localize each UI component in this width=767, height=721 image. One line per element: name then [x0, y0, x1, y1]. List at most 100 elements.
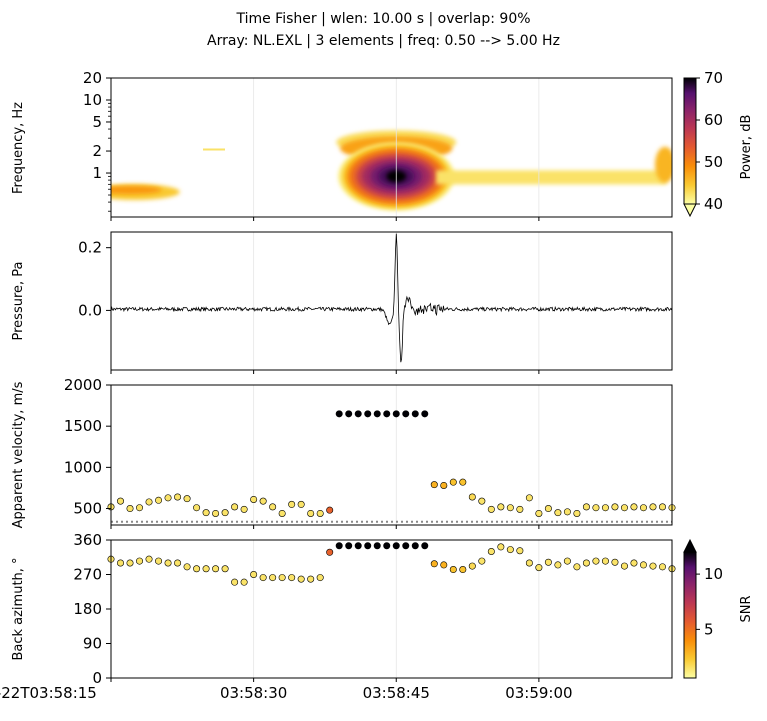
velocity-point	[592, 504, 600, 512]
colorbar-tick-label: 60	[704, 111, 723, 129]
azimuth-point	[364, 542, 372, 550]
x-tick-label: 2020-09-22T03:58:15	[0, 684, 97, 702]
azimuth-point	[478, 557, 486, 565]
velocity-frame	[110, 384, 673, 526]
azimuth-point	[573, 563, 581, 571]
velocity-point	[326, 506, 334, 514]
velocity-point	[155, 496, 163, 504]
azimuth-point	[145, 555, 153, 563]
azimuth-point	[240, 578, 248, 586]
snr-colorbar-bar	[683, 551, 697, 679]
velocity-point	[497, 503, 505, 511]
spectrogram-blob	[655, 146, 672, 183]
azimuth-point	[259, 574, 267, 582]
azimuth-point	[193, 565, 201, 573]
azimuth-point	[506, 546, 514, 554]
azimuth-point	[525, 559, 533, 567]
azimuth-point	[639, 561, 647, 569]
azimuth-point	[554, 561, 562, 569]
colorbar-tick-label: 10	[704, 565, 723, 583]
velocity-point	[630, 503, 638, 511]
azimuth-point	[392, 542, 400, 550]
spectrogram-blob	[111, 185, 162, 194]
azimuth-point	[297, 575, 305, 583]
azimuth-point	[430, 560, 438, 568]
velocity-point	[506, 504, 514, 512]
azimuth-point	[117, 559, 125, 567]
velocity-point	[525, 494, 533, 502]
azimuth-point	[516, 547, 524, 555]
waveform-yticks: 0.0 0.2	[78, 239, 111, 319]
azimuth-points	[107, 542, 676, 586]
y-tick-label: 2	[92, 142, 102, 160]
velocity-point	[345, 410, 353, 418]
velocity-point	[421, 410, 429, 418]
velocity-point	[459, 478, 467, 486]
azimuth-point	[345, 542, 353, 550]
azimuth-point	[620, 562, 628, 570]
azimuth-point	[411, 542, 419, 550]
velocity-point	[354, 410, 362, 418]
velocity-point	[231, 503, 239, 511]
power-colorbar-ticks: 40 50 60 70	[696, 69, 723, 213]
y-tick-label: 270	[73, 566, 102, 584]
colorbar-tick-label: 50	[704, 153, 723, 171]
azimuth-point	[288, 574, 296, 582]
waveform-ylabel: Pressure, Pa	[11, 262, 26, 341]
azimuth-point	[658, 563, 666, 571]
y-tick-label: 1	[92, 164, 102, 182]
velocity-point	[145, 498, 153, 506]
velocity-point	[316, 509, 324, 517]
azimuth-point	[449, 566, 457, 574]
spectrogram-image	[111, 130, 672, 211]
azimuth-point	[174, 559, 182, 567]
x-tick-label: 03:58:30	[220, 684, 287, 702]
waveform-grid	[110, 232, 540, 374]
velocity-point	[611, 503, 619, 511]
azimuth-point	[326, 548, 334, 556]
azimuth-point	[402, 542, 410, 550]
azimuth-point	[164, 559, 172, 567]
waveform-panel: 0.0 0.2 Pressure, Pa	[11, 231, 673, 374]
velocity-point	[544, 505, 552, 513]
velocity-point	[117, 497, 125, 505]
snr-colorbar: 5 10 SNR	[683, 538, 754, 679]
azimuth-point	[335, 542, 343, 550]
velocity-point	[582, 503, 590, 511]
spectrogram-speck	[203, 148, 225, 151]
chart-title-line1: Time Fisher | wlen: 10.00 s | overlap: 9…	[236, 11, 531, 27]
azimuth-point	[421, 542, 429, 550]
azimuth-point	[316, 574, 324, 582]
velocity-point	[411, 410, 419, 418]
y-tick-label: 360	[73, 531, 102, 549]
azimuth-point	[487, 547, 495, 555]
azimuth-point	[649, 562, 657, 570]
y-tick-label: 500	[73, 500, 102, 518]
velocity-point	[335, 410, 343, 418]
velocity-point	[202, 509, 210, 517]
azimuth-yticks: 0 90 180 270 360	[73, 531, 111, 687]
azimuth-point	[440, 561, 448, 569]
azimuth-point	[611, 558, 619, 566]
colorbar-tick-label: 70	[704, 69, 723, 87]
velocity-point	[440, 481, 448, 489]
azimuth-point	[183, 563, 191, 571]
spectrogram-yticks: 1 2 5 10 20	[83, 69, 111, 212]
azimuth-point	[468, 562, 476, 570]
snr-colorbar-label: SNR	[739, 595, 754, 622]
velocity-point	[383, 410, 391, 418]
velocity-point	[620, 504, 628, 512]
velocity-grid	[110, 385, 540, 529]
velocity-point	[563, 508, 571, 516]
velocity-point	[573, 509, 581, 517]
azimuth-point	[250, 570, 258, 578]
azimuth-point	[155, 557, 163, 565]
azimuth-point	[269, 574, 277, 582]
y-tick-label: 10	[83, 91, 102, 109]
velocity-point	[639, 504, 647, 512]
azimuth-point	[278, 574, 286, 582]
azimuth-point	[212, 565, 220, 573]
velocity-point	[183, 495, 191, 503]
azimuth-point	[231, 578, 239, 586]
